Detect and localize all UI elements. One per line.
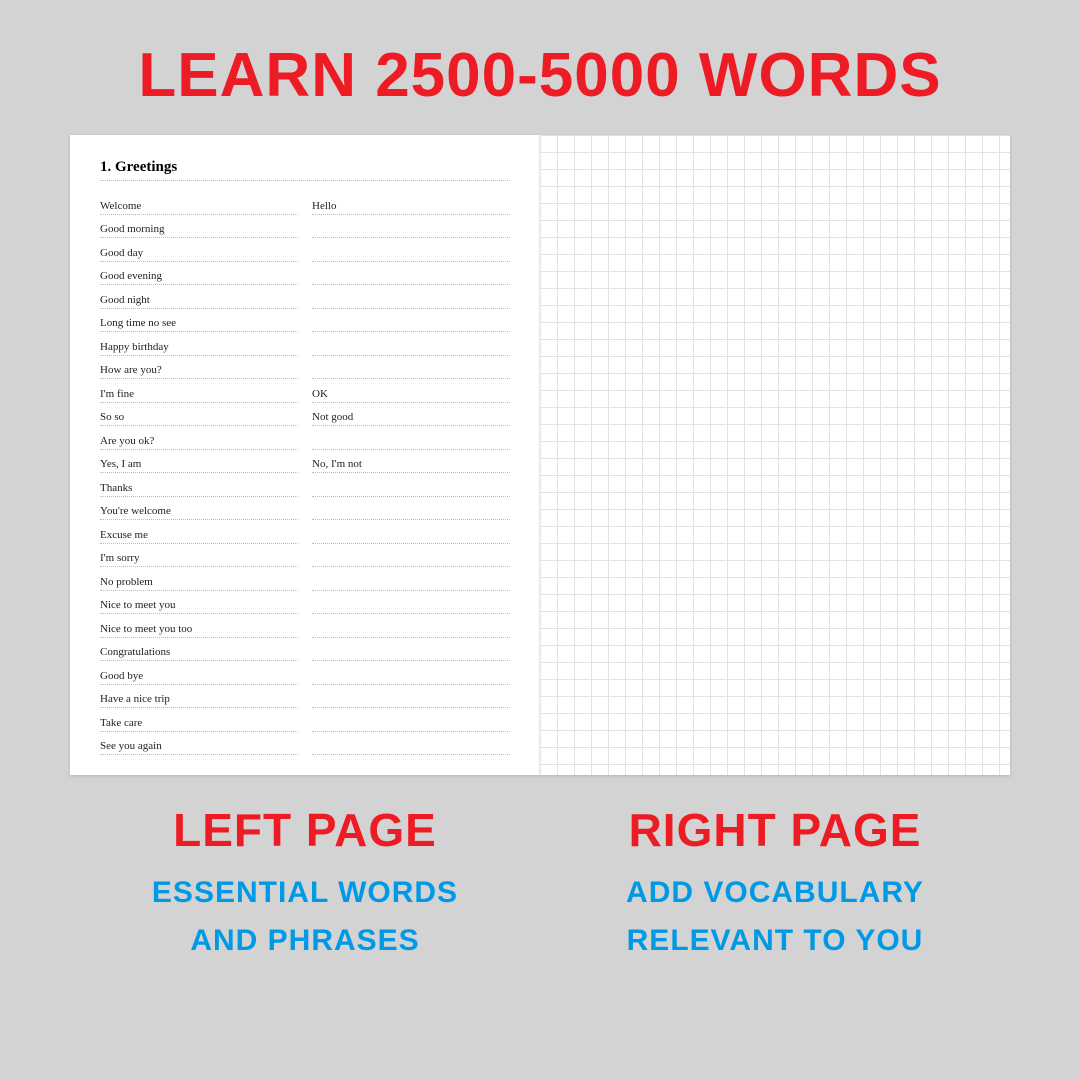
word-row: Are you ok? <box>100 426 510 450</box>
main-headline: LEARN 2500-5000 WORDS <box>138 40 941 111</box>
word-row: Take care <box>100 708 510 732</box>
word-cell-left: Congratulations <box>100 646 298 661</box>
word-cell-left: See you again <box>100 740 298 755</box>
left-page: 1. Greetings Welcome Hello Good morning Goo… <box>70 135 540 775</box>
word-row: So so Not good <box>100 403 510 427</box>
word-cell-right: Hello <box>312 200 510 215</box>
word-cell-left: No problem <box>100 576 298 591</box>
word-row: Long time no see <box>100 309 510 333</box>
word-row: Congratulations <box>100 638 510 662</box>
word-cell-left: How are you? <box>100 364 298 379</box>
section-title: 1. Greetings <box>100 159 510 181</box>
word-row: Good bye <box>100 661 510 685</box>
right-caption-title: RIGHT PAGE <box>629 803 922 857</box>
word-cell-left: Good morning <box>100 223 298 238</box>
word-row: Nice to meet you <box>100 591 510 615</box>
word-row: Good evening <box>100 262 510 286</box>
word-row: I'm fine OK <box>100 379 510 403</box>
word-rows: Welcome Hello Good morning Good day Good eve… <box>100 191 510 755</box>
word-cell-left: Nice to meet you <box>100 599 298 614</box>
word-cell-right: No, I'm not <box>312 458 510 473</box>
word-cell-left: Nice to meet you too <box>100 623 298 638</box>
word-cell-left: Long time no see <box>100 317 298 332</box>
word-cell-left: I'm fine <box>100 388 298 403</box>
word-row: How are you? <box>100 356 510 380</box>
left-caption-sub1: ESSENTIAL WORDS <box>152 869 458 917</box>
word-cell-left: Good bye <box>100 670 298 685</box>
word-row: Have a nice trip <box>100 685 510 709</box>
word-cell-left: Thanks <box>100 482 298 497</box>
right-caption-sub1: ADD VOCABULARY <box>626 869 924 917</box>
word-cell-left: Good night <box>100 294 298 309</box>
word-cell-right: Not good <box>312 411 510 426</box>
left-caption-title: LEFT PAGE <box>173 803 437 857</box>
pages-container: 1. Greetings Welcome Hello Good morning Goo… <box>70 135 1010 775</box>
word-row: Welcome Hello <box>100 191 510 215</box>
right-caption: RIGHT PAGE ADD VOCABULARY RELEVANT TO YO… <box>540 803 1010 965</box>
word-cell-left: Are you ok? <box>100 435 298 450</box>
word-row: I'm sorry <box>100 544 510 568</box>
word-row: Excuse me <box>100 520 510 544</box>
right-caption-sub2: RELEVANT TO YOU <box>627 917 924 965</box>
left-caption-sub2: AND PHRASES <box>190 917 419 965</box>
word-cell-left: Welcome <box>100 200 298 215</box>
word-row: Good night <box>100 285 510 309</box>
word-cell-left: So so <box>100 411 298 426</box>
word-cell-left: Take care <box>100 717 298 732</box>
right-page <box>540 135 1010 775</box>
word-row: Yes, I am No, I'm not <box>100 450 510 474</box>
word-row: See you again <box>100 732 510 756</box>
word-cell-left: Have a nice trip <box>100 693 298 708</box>
word-row: Nice to meet you too <box>100 614 510 638</box>
word-cell-left: Good evening <box>100 270 298 285</box>
word-cell-left: Excuse me <box>100 529 298 544</box>
captions-row: LEFT PAGE ESSENTIAL WORDS AND PHRASES RI… <box>70 803 1010 965</box>
word-cell-left: I'm sorry <box>100 552 298 567</box>
word-row: Happy birthday <box>100 332 510 356</box>
grid-paper <box>540 135 1010 775</box>
left-caption: LEFT PAGE ESSENTIAL WORDS AND PHRASES <box>70 803 540 965</box>
word-row: You're welcome <box>100 497 510 521</box>
word-row: Thanks <box>100 473 510 497</box>
word-row: Good day <box>100 238 510 262</box>
word-cell-left: Happy birthday <box>100 341 298 356</box>
word-row: Good morning <box>100 215 510 239</box>
word-cell-right <box>312 752 510 755</box>
word-cell-left: Yes, I am <box>100 458 298 473</box>
word-cell-left: Good day <box>100 247 298 262</box>
word-cell-left: You're welcome <box>100 505 298 520</box>
word-row: No problem <box>100 567 510 591</box>
word-cell-right: OK <box>312 388 510 403</box>
